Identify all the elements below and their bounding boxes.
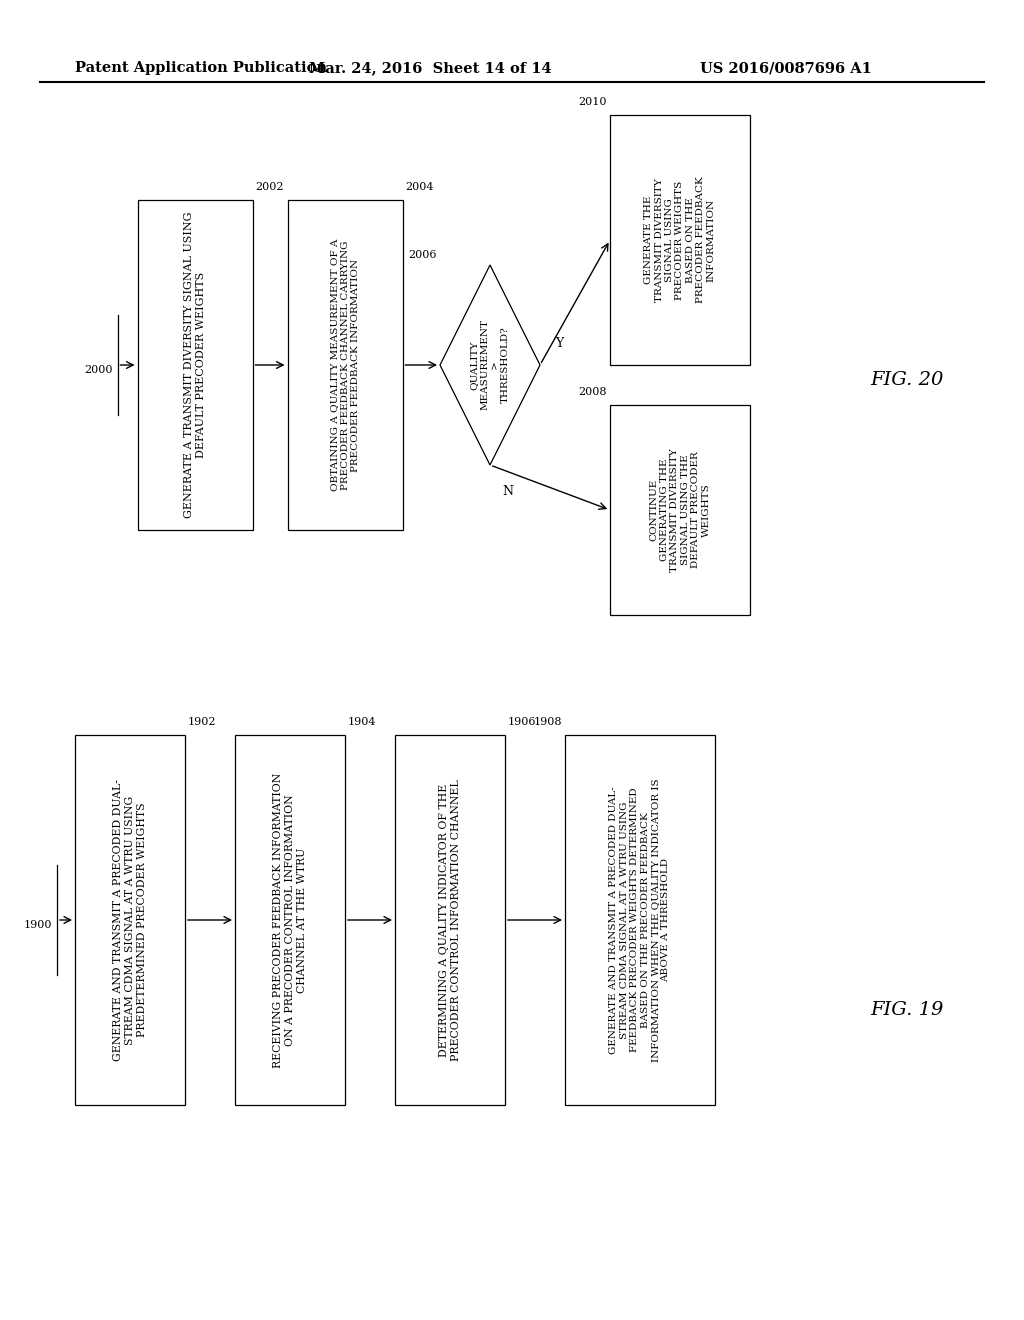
- Bar: [395, 735, 505, 1105]
- Bar: [288, 201, 402, 531]
- Bar: [75, 735, 185, 1105]
- Text: N: N: [502, 484, 513, 498]
- Text: 1906: 1906: [508, 717, 537, 727]
- Text: DETERMINING A QUALITY INDICATOR OF THE
PRECODER CONTROL INFORMATION CHANNEL: DETERMINING A QUALITY INDICATOR OF THE P…: [439, 779, 461, 1061]
- Text: US 2016/0087696 A1: US 2016/0087696 A1: [700, 61, 871, 75]
- Text: OBTAINING A QUALITY MEASUREMENT OF A
PRECODER FEEDBACK CHANNEL CARRYING
PRECODER: OBTAINING A QUALITY MEASUREMENT OF A PRE…: [330, 239, 359, 491]
- Bar: [610, 115, 750, 366]
- Text: 2000: 2000: [84, 366, 113, 375]
- Bar: [565, 735, 715, 1105]
- Text: GENERATE A TRANSMIT DIVERSITY SIGNAL USING
DEFAULT PRECODER WEIGHTS: GENERATE A TRANSMIT DIVERSITY SIGNAL USI…: [184, 211, 206, 519]
- Text: 2006: 2006: [409, 249, 437, 260]
- Bar: [610, 405, 750, 615]
- Text: 1902: 1902: [188, 717, 216, 727]
- Text: RECEIVING PRECODER FEEDBACK INFORMATION
ON A PRECODER CONTROL INFORMATION
CHANNE: RECEIVING PRECODER FEEDBACK INFORMATION …: [273, 772, 306, 1068]
- Text: 1904: 1904: [348, 717, 377, 727]
- Polygon shape: [440, 265, 540, 465]
- Bar: [137, 201, 253, 531]
- Bar: [234, 735, 345, 1105]
- Text: FIG. 20: FIG. 20: [870, 371, 943, 389]
- Text: 2008: 2008: [579, 387, 607, 397]
- Text: GENERATE THE
TRANSMIT DIVERSITY
SIGNAL USING
PRECODER WEIGHTS
BASED ON THE
PRECO: GENERATE THE TRANSMIT DIVERSITY SIGNAL U…: [644, 177, 716, 304]
- Text: GENERATE AND TRANSMIT A PRECODED DUAL-
STREAM CDMA SIGNAL AT A WTRU USING
FEEDBA: GENERATE AND TRANSMIT A PRECODED DUAL- S…: [609, 779, 671, 1061]
- Text: 1900: 1900: [24, 920, 52, 931]
- Text: 2002: 2002: [256, 182, 284, 191]
- Text: 2004: 2004: [406, 182, 434, 191]
- Text: CONTINUE
GENERATING THE
TRANSMIT DIVERSITY
SIGNAL USING THE
DEFAULT PRECODER
WEI: CONTINUE GENERATING THE TRANSMIT DIVERSI…: [649, 447, 711, 572]
- Text: Patent Application Publication: Patent Application Publication: [75, 61, 327, 75]
- Text: Y: Y: [555, 337, 563, 350]
- Text: FIG. 19: FIG. 19: [870, 1001, 943, 1019]
- Text: Mar. 24, 2016  Sheet 14 of 14: Mar. 24, 2016 Sheet 14 of 14: [308, 61, 551, 75]
- Text: 1908: 1908: [534, 717, 562, 727]
- Text: 2010: 2010: [579, 96, 607, 107]
- Text: QUALITY
MEASUREMENT
>
THRESHOLD?: QUALITY MEASUREMENT > THRESHOLD?: [470, 319, 510, 411]
- Text: GENERATE AND TRANSMIT A PRECODED DUAL-
STREAM CDMA SIGNAL AT A WTRU USING
PREDET: GENERATE AND TRANSMIT A PRECODED DUAL- S…: [114, 779, 146, 1061]
